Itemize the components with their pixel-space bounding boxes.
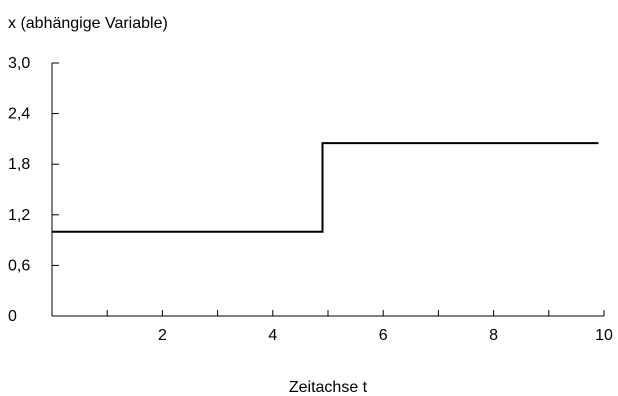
y-tick-label: 1,2 <box>8 207 30 224</box>
x-tick-label: 2 <box>158 327 167 344</box>
x-tick-label: 10 <box>595 327 613 344</box>
x-tick-label: 6 <box>379 327 388 344</box>
y-tick-label: 0,6 <box>8 257 30 274</box>
x-axis-title: Zeitachse t <box>289 379 368 396</box>
x-tick-label: 8 <box>489 327 498 344</box>
y-tick-label: 2,4 <box>8 106 30 123</box>
y-tick-label: 1,8 <box>8 156 30 173</box>
y-tick-label: 3,0 <box>8 55 30 72</box>
y-tick-label: 0 <box>8 308 17 325</box>
y-axis-title: x (abhängige Variable) <box>8 15 168 32</box>
x-tick-label: 4 <box>268 327 277 344</box>
series-step-line <box>52 142 599 233</box>
